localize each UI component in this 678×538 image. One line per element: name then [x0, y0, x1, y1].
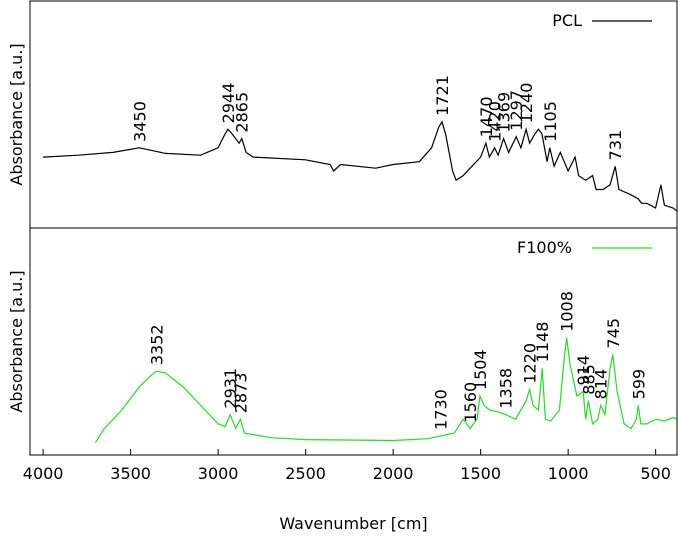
peak-label: 1220 [521, 343, 540, 384]
peak-label: 1105 [541, 101, 560, 142]
x-tick-label: 2500 [285, 464, 326, 483]
legend-label: F100% [517, 238, 572, 257]
peak-label: 814 [592, 369, 611, 400]
peak-label: 2873 [231, 373, 250, 414]
x-tick-label: 1000 [548, 464, 589, 483]
peak-label: 1504 [471, 349, 490, 390]
x-tick-label: 1500 [460, 464, 501, 483]
peak-label: 1730 [431, 389, 450, 430]
peak-label: 1560 [461, 382, 480, 423]
peak-label: 914 [574, 355, 593, 386]
peak-label: 3352 [148, 324, 167, 365]
peak-label: 2944 [219, 83, 238, 124]
peak-label: 1358 [496, 368, 515, 409]
peak-label: 1008 [558, 291, 577, 332]
peak-label: 731 [606, 130, 625, 161]
peak-label: 1721 [433, 75, 452, 116]
peak-label: 1148 [533, 322, 552, 363]
plot-frame [29, 0, 678, 229]
x-tick-label: 2000 [373, 464, 414, 483]
x-tick-label: 500 [640, 464, 671, 483]
peak-label: 1470 [477, 96, 496, 137]
x-tick-label: 4000 [23, 464, 64, 483]
x-axis-label: Wavenumber [cm] [279, 514, 427, 533]
peak-label: 885 [579, 364, 598, 395]
x-tick-label: 3500 [110, 464, 151, 483]
peak-label: 745 [604, 318, 623, 349]
x-tick-label: 3000 [198, 464, 239, 483]
spectrum-line [95, 337, 677, 443]
peak-label: 3450 [130, 101, 149, 142]
peak-label: 2865 [233, 92, 252, 133]
y-axis-label: Absorbance [a.u.] [7, 43, 26, 185]
peak-label: 599 [629, 369, 648, 400]
spectrum-line [43, 120, 677, 212]
legend-label: PCL [552, 11, 582, 30]
peak-label: 1369 [495, 92, 514, 133]
peak-label: 1240 [517, 83, 536, 124]
plot-frame [29, 227, 678, 456]
peak-label: 2931 [221, 368, 240, 409]
peak-label: 1420 [486, 101, 505, 142]
peak-label: 1297 [507, 90, 526, 131]
y-axis-label: Absorbance [a.u.] [7, 270, 26, 412]
